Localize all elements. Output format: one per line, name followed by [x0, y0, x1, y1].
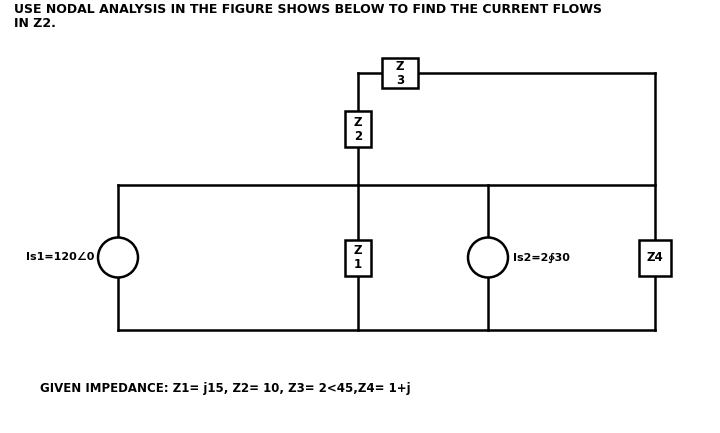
Text: Z
1: Z 1: [354, 244, 362, 271]
Text: GIVEN IMPEDANCE: Z1= j15, Z2= 10, Z3= 2<45,Z4= 1+j: GIVEN IMPEDANCE: Z1= j15, Z2= 10, Z3= 2<…: [40, 382, 410, 395]
Text: Z
2: Z 2: [354, 116, 362, 142]
Text: USE NODAL ANALYSIS IN THE FIGURE SHOWS BELOW TO FIND THE CURRENT FLOWS: USE NODAL ANALYSIS IN THE FIGURE SHOWS B…: [14, 3, 602, 16]
Text: Is1=120∠0: Is1=120∠0: [26, 252, 94, 262]
FancyBboxPatch shape: [345, 239, 371, 275]
Text: Z4: Z4: [647, 251, 663, 264]
Text: IN Z2.: IN Z2.: [14, 17, 56, 30]
FancyBboxPatch shape: [639, 239, 671, 275]
FancyBboxPatch shape: [382, 58, 418, 88]
FancyBboxPatch shape: [345, 111, 371, 147]
Circle shape: [468, 237, 508, 278]
Circle shape: [98, 237, 138, 278]
Text: Is2=2∲30: Is2=2∲30: [513, 252, 570, 263]
Text: Z
3: Z 3: [396, 59, 404, 87]
